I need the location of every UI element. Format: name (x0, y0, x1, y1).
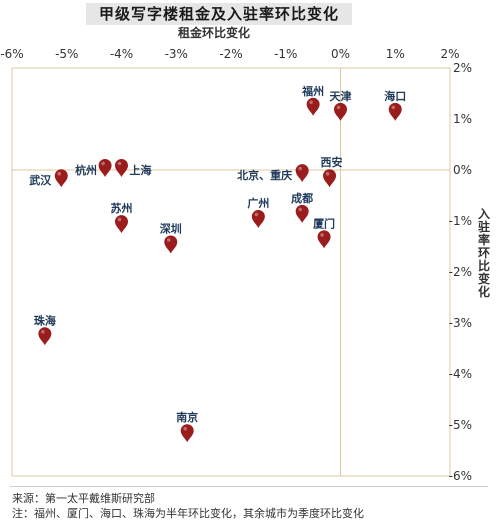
x-axis-label: 租金环比变化 (178, 26, 251, 40)
y-tick-label: -5% (449, 418, 472, 432)
city-label: 南京 (176, 410, 198, 424)
marker-highlight (41, 330, 45, 334)
map-pin-marker (334, 102, 347, 121)
x-tick-label: 0% (331, 47, 350, 61)
x-tick-label: -3% (165, 47, 188, 61)
marker-highlight (117, 161, 122, 166)
source-note: 来源：第一太平戴维斯研究部 (12, 492, 155, 505)
marker-highlight (336, 105, 341, 110)
map-pin-marker (180, 424, 194, 443)
chart-title: 甲级写字楼租金及入驻率环比变化 (98, 5, 339, 23)
y-tick-label: -6% (449, 469, 472, 483)
city-label: 武汉 (29, 173, 52, 187)
footer-divider (10, 486, 488, 487)
y-tick-label: -4% (449, 367, 472, 381)
x-tick-label: 2% (440, 47, 459, 61)
city-label: 广州 (247, 196, 269, 210)
y-tick-label: 0% (453, 163, 472, 177)
city-label: 珠海 (34, 313, 56, 327)
x-tick-label: -6% (0, 47, 23, 61)
x-tick-label: 1% (386, 47, 405, 61)
marker-highlight (117, 217, 122, 222)
y-tick-label: 2% (453, 61, 472, 75)
city-label: 深圳 (160, 222, 182, 236)
map-pin-marker (251, 210, 265, 228)
marker-highlight (325, 171, 330, 176)
map-pin-marker (98, 159, 112, 177)
marker-highlight (298, 166, 302, 171)
x-tick-label: -1% (274, 47, 297, 61)
map-pin-marker (306, 97, 320, 116)
map-pin-marker (317, 230, 331, 249)
city-label: 海口 (384, 89, 406, 103)
map-pin-marker (295, 204, 309, 223)
map-pin-marker (115, 215, 128, 234)
marker-highlight (183, 426, 187, 431)
y-tick-label: -2% (449, 265, 472, 279)
map-pin-marker (164, 235, 178, 254)
x-tick-label: -5% (55, 47, 78, 61)
city-label: 上海 (130, 163, 152, 177)
x-tick-label: -4% (110, 47, 133, 61)
y-tick-label: 1% (453, 112, 472, 126)
map-pin-marker (115, 159, 128, 177)
city-label: 北京、重庆 (237, 168, 292, 182)
y-axis-label: 入驻率环比变化 (478, 207, 491, 299)
footnote: 注：福州、厦门、海口、珠海为半年环比变化，其余城市为季度环比变化 (12, 507, 364, 520)
title-bar: 甲级写字楼租金及入驻率环比变化 (86, 3, 352, 25)
marker-highlight (320, 233, 324, 237)
city-label: 成都 (291, 191, 313, 205)
y-tick-label: -3% (449, 316, 472, 330)
map-pin-marker (38, 327, 52, 346)
plot-frame (11, 67, 451, 477)
marker-highlight (254, 212, 259, 217)
plot-border (11, 67, 451, 477)
y-tick-label: -1% (449, 214, 472, 228)
city-label: 杭州 (75, 163, 97, 177)
x-tick-label: -2% (219, 47, 242, 61)
marker-highlight (166, 238, 171, 242)
marker-highlight (298, 207, 302, 212)
marker-highlight (101, 161, 105, 166)
y-tick-labels: 2% 1% 0% -1% -2% -3% -4% -5% -6% (449, 61, 472, 483)
map-pin-marker (295, 164, 309, 183)
city-label: 福州 (301, 84, 324, 98)
map-pin-marker (323, 169, 337, 188)
city-label: 天津 (330, 89, 352, 103)
marker-highlight (391, 105, 396, 110)
city-label: 西安 (321, 155, 343, 169)
map-pin-marker (388, 102, 402, 121)
map-pin-marker (54, 169, 68, 188)
city-label: 厦门 (313, 216, 335, 230)
x-tick-labels: -6% -5% -4% -3% -2% -1% 0% 1% 2% (0, 47, 459, 61)
city-label: 苏州 (111, 201, 133, 215)
marker-highlight (57, 171, 62, 176)
marker-highlight (309, 100, 313, 105)
